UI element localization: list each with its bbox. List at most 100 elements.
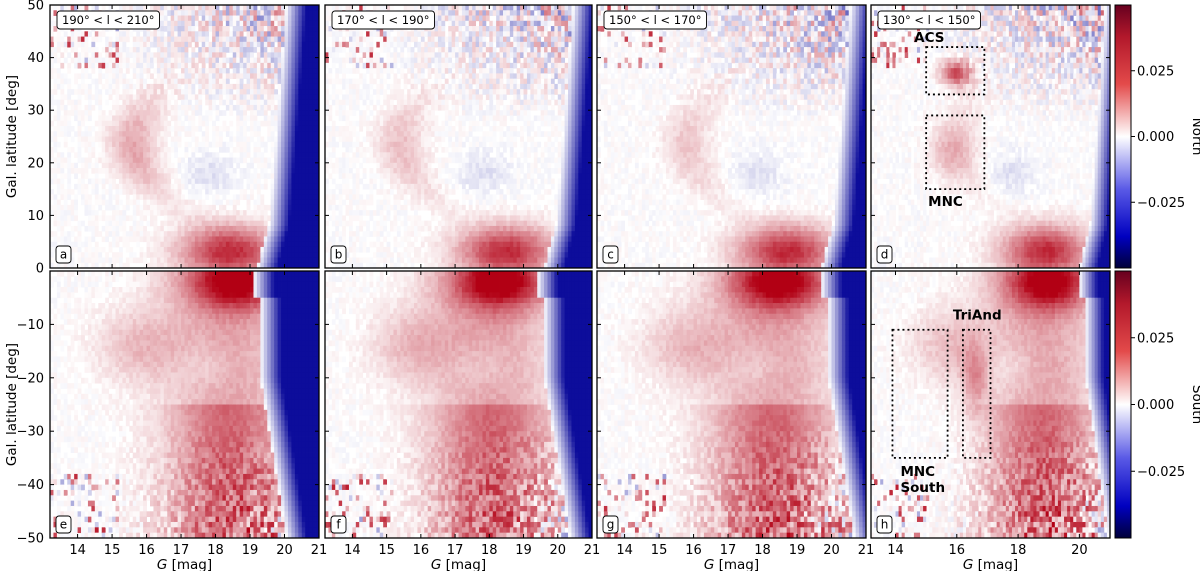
heatmap-cell <box>298 10 303 16</box>
heatmap-cell <box>263 147 268 153</box>
heatmap-cell <box>291 99 296 106</box>
heatmap-cell <box>260 83 265 90</box>
heatmap-cell <box>212 36 216 43</box>
heatmap-cell <box>205 152 210 158</box>
heatmap-cell <box>115 157 120 164</box>
heatmap-cell <box>101 257 106 264</box>
heatmap-cell <box>243 104 247 111</box>
heatmap-cell <box>177 168 182 174</box>
heatmap-cell <box>386 141 391 148</box>
heatmap-cell <box>170 68 175 74</box>
heatmap-cell <box>277 210 282 216</box>
heatmap-cell <box>301 231 306 237</box>
heatmap-cell <box>222 36 227 43</box>
heatmap-cell <box>284 15 289 22</box>
heatmap-cell <box>312 57 316 64</box>
heatmap-cell <box>246 104 251 111</box>
heatmap-cell <box>87 215 92 222</box>
heatmap-cell <box>198 183 203 190</box>
heatmap-cell <box>160 220 165 227</box>
heatmap-cell <box>301 110 306 116</box>
heatmap-cell <box>328 15 333 22</box>
heatmap-cell <box>281 162 285 169</box>
heatmap-cell <box>84 147 89 153</box>
heatmap-cell <box>184 204 189 211</box>
heatmap-cell <box>410 104 415 111</box>
heatmap-cell <box>243 173 247 179</box>
heatmap-cell <box>410 257 415 264</box>
heatmap-cell <box>331 89 336 95</box>
heatmap-cell <box>420 157 425 164</box>
heatmap-cell <box>253 10 258 16</box>
heatmap-cell <box>455 99 459 106</box>
heatmap-cell <box>194 189 199 195</box>
heatmap-cell <box>112 136 116 143</box>
heatmap-cell <box>431 183 435 190</box>
heatmap-cell <box>396 36 401 43</box>
heatmap-cell <box>308 215 313 222</box>
heatmap-cell <box>417 52 422 58</box>
heatmap-cell <box>291 41 296 48</box>
heatmap-cell <box>239 104 244 111</box>
heatmap-cell <box>163 20 168 27</box>
heatmap-cell <box>291 26 296 32</box>
heatmap-cell <box>136 41 141 48</box>
heatmap-cell <box>208 104 213 111</box>
heatmap-cell <box>414 141 418 148</box>
heatmap-cell <box>122 5 127 11</box>
heatmap-cell <box>424 136 429 143</box>
heatmap-cell <box>263 73 268 80</box>
heatmap-cell <box>108 215 113 222</box>
heatmap-cell <box>308 131 313 137</box>
heatmap-cell <box>160 115 165 122</box>
heatmap-cell <box>146 104 151 111</box>
heatmap-cell <box>129 189 134 195</box>
heatmap-cell <box>366 125 370 132</box>
heatmap-cell <box>56 141 61 148</box>
heatmap-cell <box>112 194 116 201</box>
heatmap-cell <box>191 210 196 216</box>
heatmap-cell <box>115 168 120 174</box>
heatmap-cell <box>352 89 357 95</box>
heatmap-cell <box>424 220 429 227</box>
heatmap-cell <box>420 136 425 143</box>
heatmap-cell <box>243 194 247 201</box>
heatmap-cell <box>201 52 206 58</box>
heatmap-cell <box>263 241 268 248</box>
heatmap-cell <box>218 257 223 264</box>
heatmap-cell <box>444 94 449 101</box>
heatmap-cell <box>263 10 268 16</box>
heatmap-cell <box>383 157 388 164</box>
heatmap-cell <box>390 89 394 95</box>
heatmap-cell <box>170 20 175 27</box>
heatmap-cell <box>431 52 435 58</box>
heatmap-cell <box>338 31 343 37</box>
heatmap-cell <box>331 125 336 132</box>
heatmap-cell <box>198 231 203 237</box>
heatmap-cell <box>328 94 333 101</box>
heatmap-cell <box>414 99 418 106</box>
heatmap-cell <box>256 220 261 227</box>
heatmap-cell <box>167 199 172 206</box>
heatmap-cell <box>246 136 251 143</box>
heatmap-cell <box>222 52 227 58</box>
heatmap-cell <box>267 115 272 122</box>
heatmap-cell <box>212 178 216 185</box>
heatmap-cell <box>198 141 203 148</box>
heatmap-cell <box>434 31 439 37</box>
heatmap-cell <box>67 215 72 222</box>
heatmap-cell <box>136 257 141 264</box>
heatmap-cell <box>212 215 216 222</box>
heatmap-cell <box>225 83 230 90</box>
heatmap-cell <box>403 236 408 243</box>
heatmap-cell <box>396 210 401 216</box>
heatmap-cell <box>328 47 333 53</box>
heatmap-cell <box>94 31 99 37</box>
heatmap-cell <box>345 68 350 74</box>
heatmap-cell <box>315 89 320 95</box>
heatmap-cell <box>281 83 285 90</box>
heatmap-cell <box>312 168 316 174</box>
heatmap-cell <box>414 199 418 206</box>
heatmap-cell <box>390 41 394 48</box>
heatmap-cell <box>274 94 279 101</box>
